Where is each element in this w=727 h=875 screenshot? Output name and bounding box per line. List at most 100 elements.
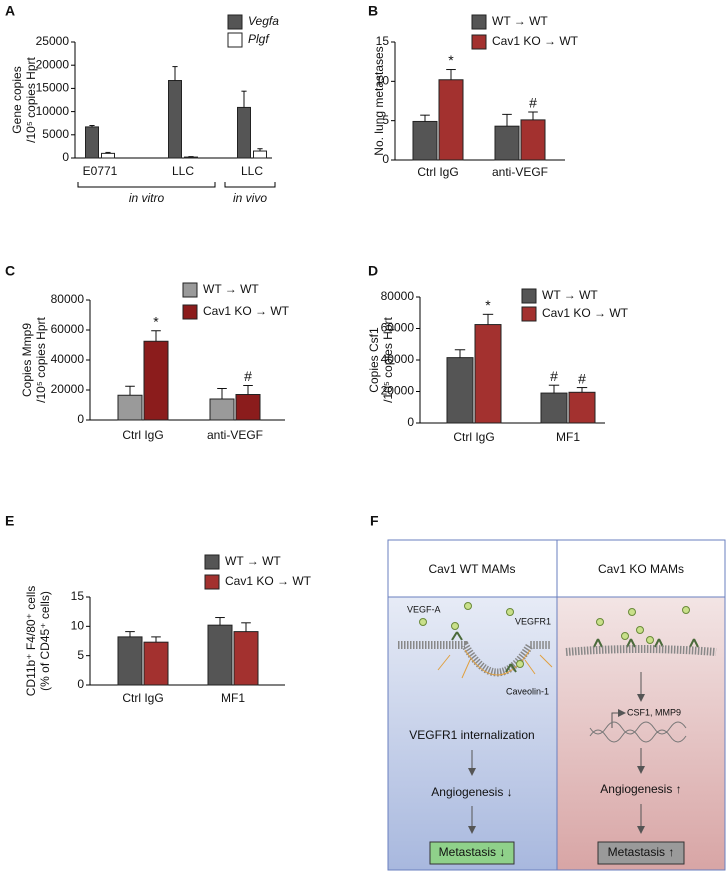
y-tick-label: 0: [382, 152, 389, 166]
x-tick-label: Ctrl IgG: [122, 428, 163, 442]
legend-label: WT → WT: [492, 14, 548, 28]
y-tick-label: 80000: [51, 292, 85, 306]
panel-letter: F: [370, 513, 379, 529]
header: Cav1 KO MAMs: [598, 562, 684, 576]
label: Metastasis ↑: [608, 845, 675, 859]
x-tick-label: LLC: [241, 164, 263, 178]
significance-marker: #: [529, 95, 537, 111]
y-tick-label: 20000: [381, 384, 415, 398]
membrane: [398, 641, 550, 677]
group-label: in vitro: [129, 191, 165, 205]
bar: [143, 641, 169, 686]
y-axis-label: CD11b⁺ F4/80⁺ cells: [24, 586, 38, 697]
x-tick-label: MF1: [221, 691, 245, 705]
bar: [184, 156, 198, 159]
panel-letter: B: [368, 3, 378, 19]
bar: [520, 119, 546, 161]
y-axis-label: /10⁵ copies Hprt: [381, 316, 395, 402]
x-tick-label: E0771: [83, 164, 118, 178]
group-bracket: [77, 182, 216, 188]
legend-swatch: [471, 34, 487, 50]
y-tick-label: 10: [71, 619, 85, 633]
y-axis-label: Gene copies: [10, 66, 24, 133]
caveolin: [464, 649, 531, 676]
receptors: [451, 631, 699, 673]
arrow: [611, 709, 626, 728]
y-axis-label: (% of CD45⁺ cells): [38, 591, 52, 691]
legend-label: Cav1 KO → WT: [492, 34, 579, 48]
bar: [117, 394, 143, 421]
significance-marker: *: [153, 313, 159, 329]
bar: [540, 392, 568, 424]
legend-label: Cav1 KO → WT: [203, 304, 290, 318]
panel-letter: C: [5, 263, 15, 279]
label: VEGFR1: [515, 616, 551, 626]
y-axis-label: /10⁵ copies Hprt: [34, 316, 48, 402]
bar: [568, 391, 596, 424]
panel-letter: A: [5, 3, 15, 19]
x-tick-label: MF1: [556, 430, 580, 444]
legend-swatch: [182, 282, 198, 298]
diagram: F Cav1 WT MAMs Cav1 KO MAMs VEGF-A VEGFR…: [370, 513, 726, 871]
label: Angiogenesis ↓: [431, 785, 512, 799]
legend-label: Cav1 KO → WT: [225, 574, 312, 588]
legend-swatch: [227, 32, 243, 48]
y-tick-label: 15: [376, 34, 390, 48]
legend-label: WT → WT: [542, 288, 598, 302]
legend-label: WT → WT: [225, 554, 281, 568]
y-tick-label: 0: [77, 677, 84, 691]
x-tick-label: anti-VEGF: [207, 428, 263, 442]
legend-swatch: [227, 14, 243, 30]
label: Metastasis ↓: [439, 845, 506, 859]
legend-swatch: [182, 304, 198, 320]
x-tick-label: Ctrl IgG: [122, 691, 163, 705]
bar: [446, 357, 474, 424]
legend-swatch: [521, 288, 537, 304]
significance-marker: *: [485, 297, 491, 313]
membrane: [565, 645, 717, 656]
bar: [235, 394, 261, 421]
label: VEGFR1 internalization: [409, 728, 534, 742]
bar: [494, 125, 520, 161]
y-tick-label: 40000: [381, 352, 415, 366]
bar: [85, 126, 99, 159]
bar: [143, 340, 169, 421]
y-tick-label: 0: [77, 412, 84, 426]
y-tick-label: 80000: [381, 289, 415, 303]
y-axis-label: Copies Mmp9: [20, 323, 34, 397]
legend-label: Vegfa: [248, 14, 279, 28]
outcome-box: [597, 841, 685, 865]
x-tick-label: Ctrl IgG: [417, 165, 458, 179]
bar: [101, 152, 115, 159]
bar: [412, 120, 438, 161]
y-tick-label: 20000: [51, 382, 85, 396]
label: VEGF-A: [407, 604, 441, 614]
bar: [117, 636, 143, 686]
x-tick-label: anti-VEGF: [492, 165, 548, 179]
legend-swatch: [204, 554, 220, 570]
significance-marker: #: [550, 368, 558, 384]
bar: [209, 398, 235, 421]
label: CSF1, MMP9: [627, 707, 681, 717]
bar: [474, 324, 502, 424]
y-tick-label: 15000: [36, 81, 70, 95]
dna: [589, 721, 687, 743]
x-tick-label: LLC: [172, 164, 194, 178]
y-tick-label: 0: [62, 150, 69, 164]
y-tick-label: 60000: [381, 321, 415, 335]
x-tick-label: Ctrl IgG: [453, 430, 494, 444]
panel-letter: E: [5, 513, 14, 529]
y-tick-label: 10000: [36, 104, 70, 118]
header: Cav1 WT MAMs: [428, 562, 515, 576]
significance-marker: *: [448, 52, 454, 68]
legend-swatch: [204, 574, 220, 590]
significance-marker: #: [578, 370, 586, 386]
legend-swatch: [521, 306, 537, 322]
bar: [168, 80, 182, 159]
y-tick-label: 10: [376, 74, 390, 88]
y-tick-label: 5000: [42, 127, 69, 141]
y-tick-label: 25000: [36, 34, 70, 48]
significance-marker: #: [244, 368, 252, 384]
y-tick-label: 0: [407, 415, 414, 429]
legend-label: Plgf: [248, 32, 270, 46]
